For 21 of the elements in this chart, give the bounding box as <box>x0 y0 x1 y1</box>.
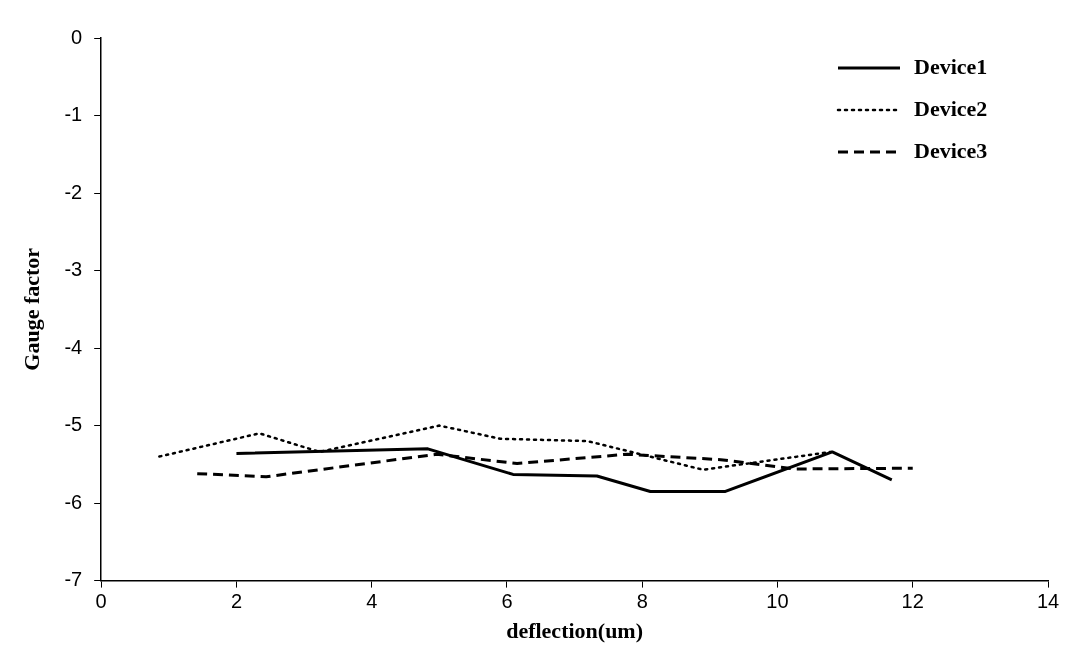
y-tick-label: -1 <box>64 103 83 126</box>
x-tick-label: 14 <box>1036 590 1060 613</box>
legend-label: Device1 <box>914 53 988 79</box>
y-axis-title: Gauge factor <box>18 247 44 371</box>
x-tick-label: 8 <box>636 590 648 613</box>
y-tick-label: -3 <box>64 258 83 281</box>
x-axis-title: deflection(um) <box>506 618 644 644</box>
y-tick-label: 0 <box>71 25 83 48</box>
y-tick-label: -7 <box>64 568 83 591</box>
x-tick-label: 4 <box>366 590 378 613</box>
x-tick-label: 10 <box>766 590 789 613</box>
legend-label: Device2 <box>914 95 988 121</box>
x-tick-label: 6 <box>501 590 513 613</box>
y-tick-label: -2 <box>64 180 83 203</box>
y-tick-label: -5 <box>64 413 83 436</box>
x-tick-label: 0 <box>95 590 107 613</box>
x-tick-label: 2 <box>230 590 243 613</box>
y-tick-label: -4 <box>64 335 83 358</box>
x-tick-label: 12 <box>901 590 924 613</box>
y-tick-label: -6 <box>64 490 83 513</box>
legend-label: Device3 <box>914 137 988 163</box>
